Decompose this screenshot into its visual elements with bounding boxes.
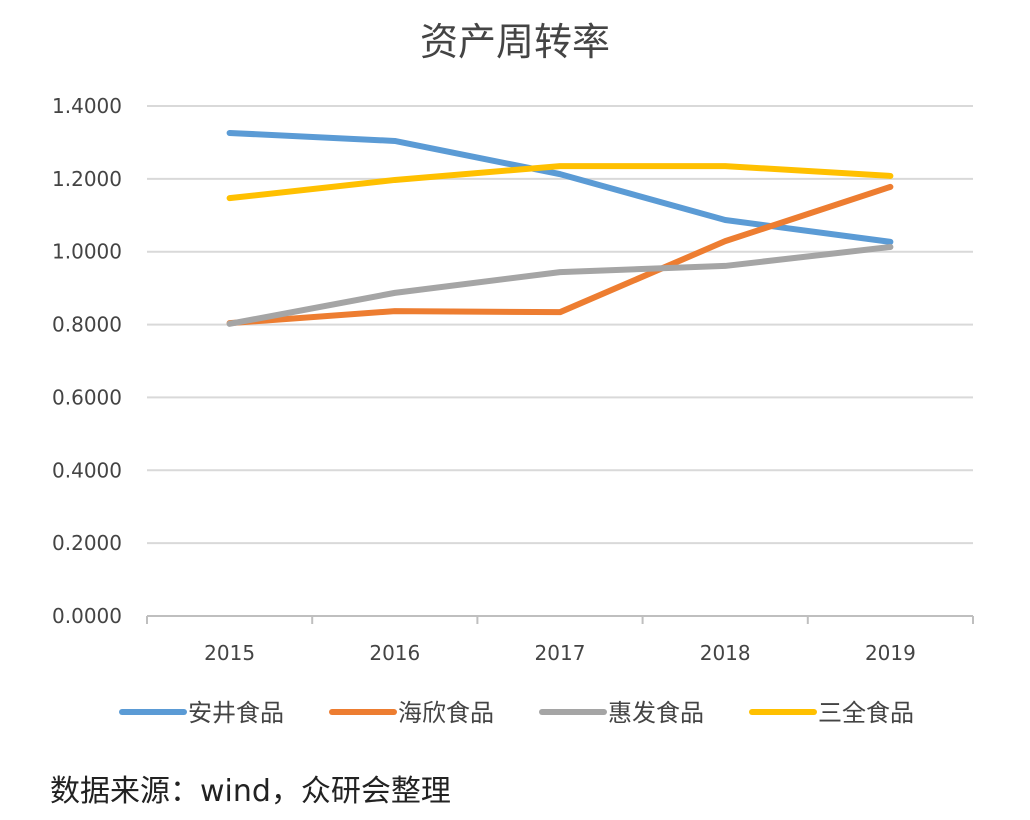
y-tick-label: 1.0000 bbox=[52, 240, 122, 264]
y-tick-label: 1.2000 bbox=[52, 167, 122, 191]
legend-label: 安井食品 bbox=[188, 699, 284, 727]
y-tick-label: 0.8000 bbox=[52, 313, 122, 337]
legend-label: 海欣食品 bbox=[398, 699, 494, 727]
x-tick-label: 2019 bbox=[865, 641, 916, 665]
source-note: 数据来源：wind，众研会整理 bbox=[50, 774, 451, 809]
line-chart: 资产周转率 0.0000 0.2000 0.4000 0.6000 0.8000 1.000… bbox=[52, 20, 974, 727]
legend-label: 三全食品 bbox=[818, 699, 914, 727]
chart-title: 资产周转率 bbox=[420, 20, 610, 64]
x-tick-label: 2018 bbox=[700, 641, 751, 665]
legend-label: 惠发食品 bbox=[608, 699, 704, 727]
y-tick-label: 0.2000 bbox=[52, 531, 122, 555]
series-line-3 bbox=[226, 163, 894, 202]
x-tick-label: 2015 bbox=[204, 641, 255, 665]
y-tick-label: 0.6000 bbox=[52, 385, 122, 409]
x-tick-label: 2016 bbox=[369, 641, 420, 665]
y-tick-label: 0.4000 bbox=[52, 458, 122, 482]
x-tick-label: 2017 bbox=[535, 641, 586, 665]
y-tick-label: 0.0000 bbox=[52, 604, 122, 628]
y-tick-label: 1.4000 bbox=[52, 94, 122, 118]
